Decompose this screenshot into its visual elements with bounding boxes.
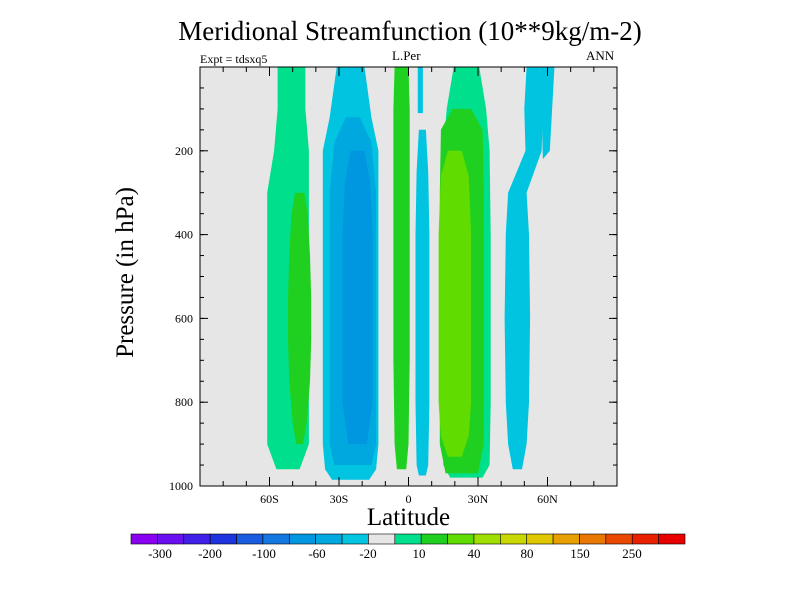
colorbar-swatch [447,533,475,545]
contour-eq-neg-strip [415,129,430,476]
colorbar-swatch [157,533,185,545]
colorbar-label: -20 [359,546,376,561]
y-tick-label: 200 [175,144,193,158]
chart-title: Meridional Streamfunction (10**9kg/m-2) [178,16,642,46]
colorbar-swatch [394,533,422,545]
colorbar-label: -300 [148,546,172,561]
colorbar-swatch [236,533,264,545]
colorbar-swatch [262,533,290,545]
x-tick-label: 30N [468,492,489,506]
colorbar-swatch [605,533,633,545]
y-tick-label: 1000 [169,479,193,493]
colorbar-swatch [526,533,554,545]
colorbar-swatch [552,533,580,545]
season-label: ANN [586,48,615,63]
colorbar-swatch [579,533,607,545]
colorbar-label: -200 [198,546,222,561]
colorbar-label: -60 [308,546,325,561]
colorbar-label: 10 [413,546,426,561]
contour-eq-pos-strip [393,67,410,470]
colorbar-swatch [658,533,686,545]
y-tick-label: 800 [175,395,193,409]
colorbar-swatch [209,533,237,545]
y-axis-title: Pressure (in hPa) [112,187,139,358]
contour-nh-mid-lat-pos-core [288,192,312,445]
colorbar-swatch [288,533,316,545]
colorbar-label: 250 [622,546,642,561]
x-tick-label: 60S [260,492,279,506]
colorbar-swatch [368,533,396,545]
colorbar-swatch [420,533,448,545]
contour-nh-hadley-pos-core [438,150,472,457]
contour-nh-ferrel-neg [504,67,543,470]
colorbar-swatch [341,533,369,545]
contour-fills [267,67,555,480]
colorbar-swatch [473,533,501,545]
plot-label: L.Per [392,48,421,63]
colorbar-label: 80 [521,546,534,561]
contour-sh-hadley-neg-core [342,150,373,445]
colorbar-swatch [130,533,158,545]
x-tick-label: 0 [406,492,412,506]
contour-nh-upper-neg-cell [540,67,555,160]
colorbar-swatch [183,533,211,545]
colorbar-swatch [500,533,528,545]
y-tick-label: 600 [175,311,193,325]
colorbar-label: 40 [468,546,481,561]
colorbar-label: -100 [252,546,276,561]
x-axis-title: Latitude [367,504,450,531]
x-tick-label: 60N [537,492,558,506]
y-tick-label: 400 [175,228,193,242]
colorbar-swatch [631,533,659,545]
contour-eq-upper-neg-cell [417,67,423,114]
x-tick-label: 30S [330,492,349,506]
experiment-label: Expt = tdsxq5 [200,52,268,66]
colorbar-label: 150 [570,546,590,561]
colorbar-swatch [315,533,343,545]
colorbar: -300 -200 -100 -60 -20 10 40 80 150 250 [130,533,686,561]
